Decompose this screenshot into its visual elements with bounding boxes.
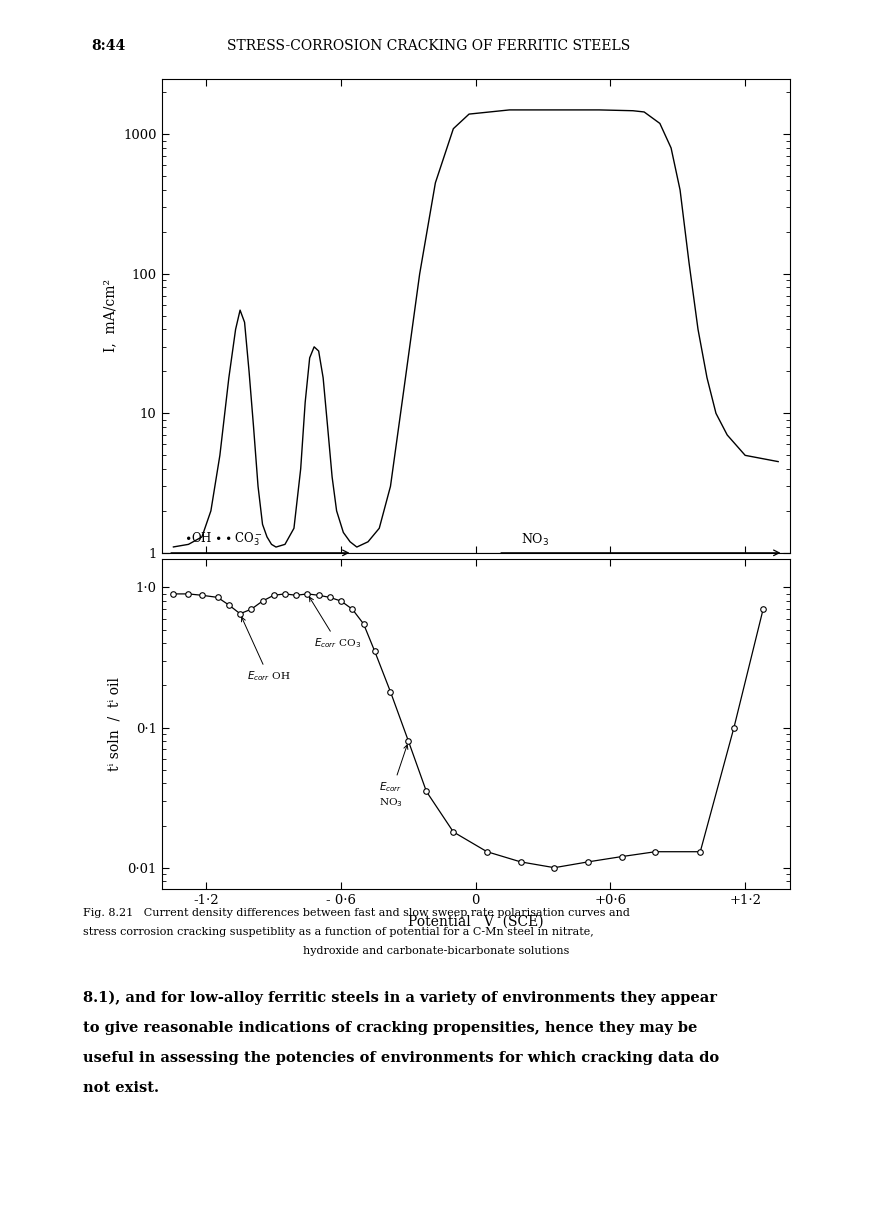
Y-axis label: I,  mA/cm²: I, mA/cm² [104, 279, 118, 352]
Text: NO$_3$: NO$_3$ [520, 532, 549, 548]
Text: STRESS-CORROSION CRACKING OF FERRITIC STEELS: STRESS-CORROSION CRACKING OF FERRITIC ST… [227, 39, 630, 53]
Text: to give reasonable indications of cracking propensities, hence they may be: to give reasonable indications of cracki… [83, 1021, 698, 1035]
Y-axis label: tⁱ soln  /  tⁱ oil: tⁱ soln / tⁱ oil [107, 677, 121, 772]
Text: $E_{corr}$
NO$_3$: $E_{corr}$ NO$_3$ [379, 745, 408, 809]
Text: $E_{corr}$ CO$_3$: $E_{corr}$ CO$_3$ [309, 598, 361, 650]
X-axis label: Potential   V  (SCE): Potential V (SCE) [408, 914, 544, 928]
Text: hydroxide and carbonate-bicarbonate solutions: hydroxide and carbonate-bicarbonate solu… [303, 946, 570, 956]
Text: Fig. 8.21   Current density differences between fast and slow sweep rate polaris: Fig. 8.21 Current density differences be… [83, 908, 629, 917]
Text: 8:44: 8:44 [92, 39, 126, 53]
Text: useful in assessing the potencies of environments for which cracking data do: useful in assessing the potencies of env… [83, 1051, 719, 1066]
Text: not exist.: not exist. [83, 1081, 159, 1096]
Text: 8.1), and for low-alloy ferritic steels in a variety of environments they appear: 8.1), and for low-alloy ferritic steels … [83, 990, 717, 1005]
Text: $E_{corr}$ OH: $E_{corr}$ OH [242, 617, 291, 683]
Text: $\bullet$OH $\bullet\bullet$CO$_3^-$: $\bullet$OH $\bullet\bullet$CO$_3^-$ [184, 531, 263, 548]
Text: stress corrosion cracking suspetiblity as a function of potential for a C-Mn ste: stress corrosion cracking suspetiblity a… [83, 927, 594, 937]
